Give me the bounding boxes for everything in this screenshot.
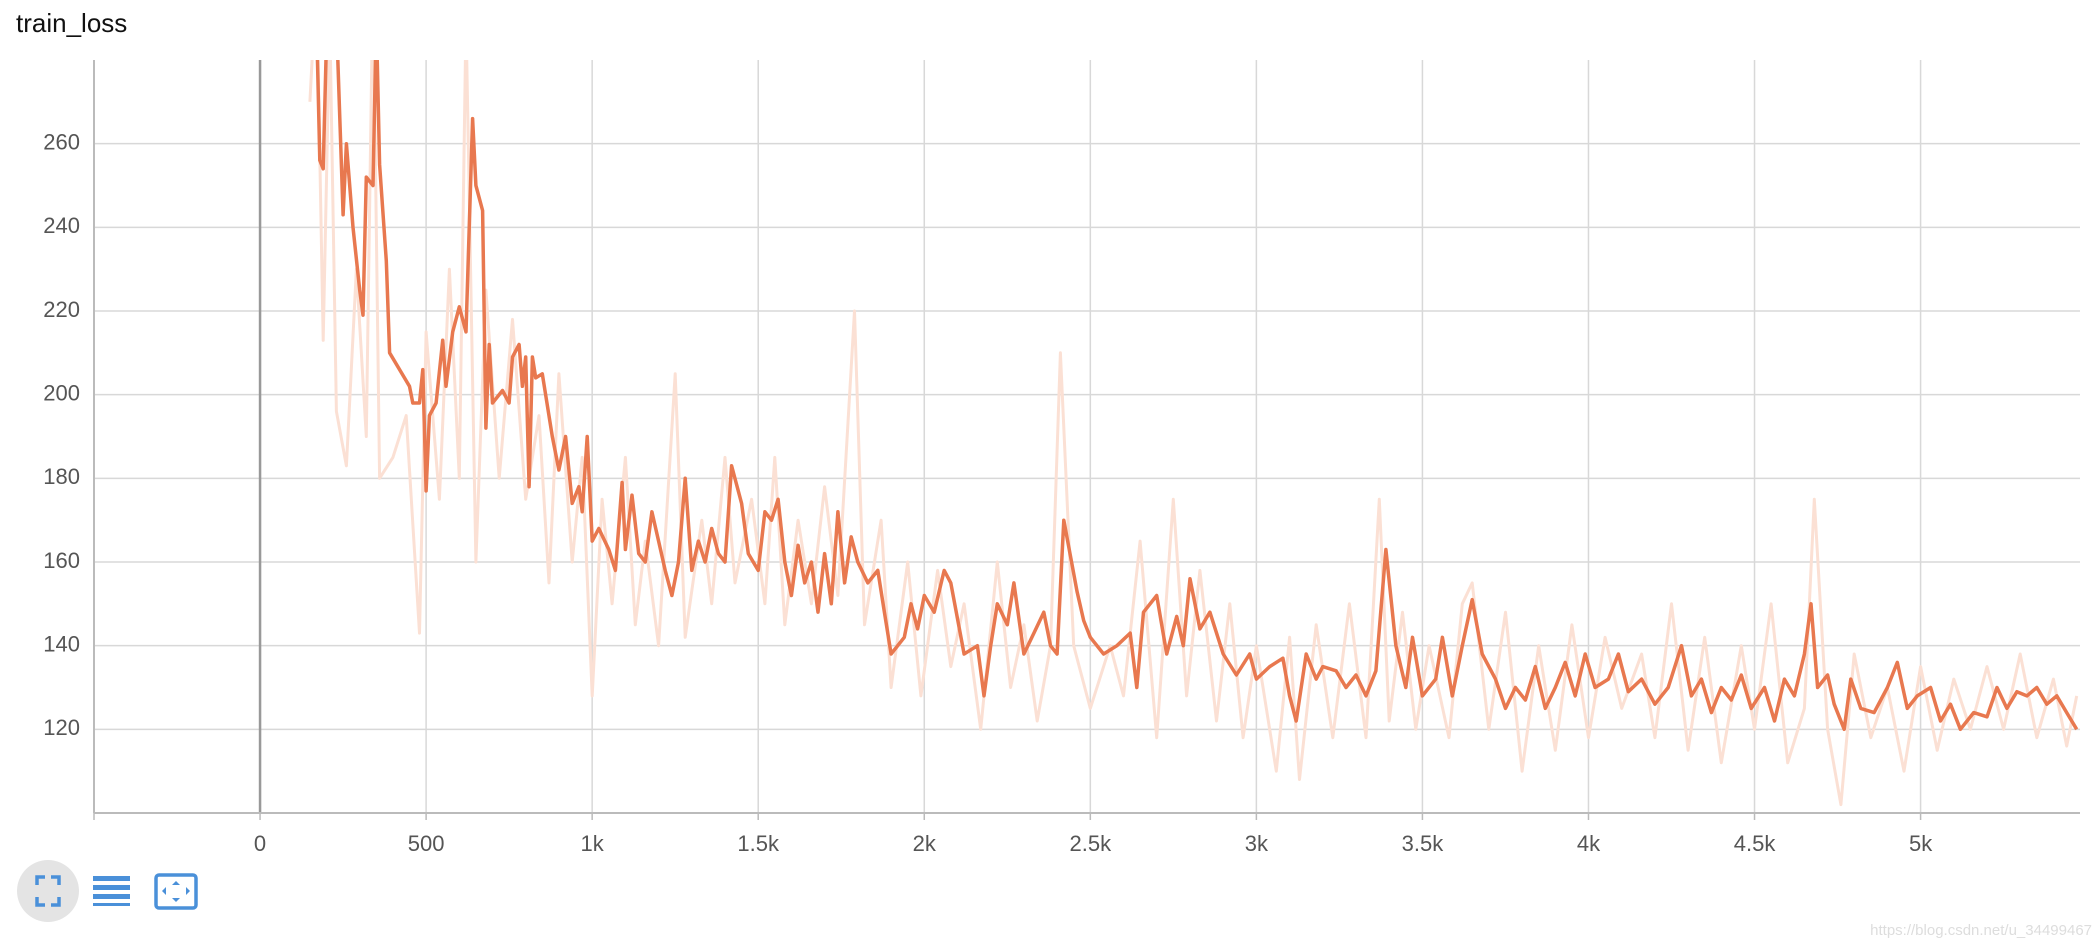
y-tick-label: 140 xyxy=(43,631,80,656)
y-tick-label: 180 xyxy=(43,464,80,489)
x-tick-label: 0 xyxy=(254,831,266,856)
icon-bar xyxy=(93,894,130,899)
icon-bar xyxy=(93,903,130,906)
y-tick-label: 120 xyxy=(43,715,80,740)
y-tick-label: 240 xyxy=(43,213,80,238)
series-line xyxy=(315,60,2079,732)
y-tick-label: 200 xyxy=(43,380,80,405)
y-tick-label: 220 xyxy=(43,297,80,322)
plot: 120 140 160 180 200 220 240 260 0 500 1k 1.5k 2k 2.5k… xyxy=(43,60,2080,856)
y-tick-label: 260 xyxy=(43,129,80,154)
fullscreen-button[interactable] xyxy=(17,860,79,922)
series-line xyxy=(308,60,2079,807)
chart-title: train_loss xyxy=(16,8,127,38)
watermark: https://blog.csdn.net/u_34499467 xyxy=(1870,922,2092,939)
x-tick-label: 5k xyxy=(1909,831,1933,856)
x-tick-label: 1k xyxy=(581,831,605,856)
x-tick-label: 2k xyxy=(913,831,937,856)
x-tick-label: 4k xyxy=(1577,831,1601,856)
fullscreen-icon xyxy=(35,875,61,907)
x-tick-label: 3.5k xyxy=(1402,831,1445,856)
toggle-log-button[interactable] xyxy=(93,876,130,906)
x-tick-label: 500 xyxy=(408,831,445,856)
icon-bar xyxy=(93,876,130,881)
icon-bar xyxy=(93,885,130,890)
fit-domain-button[interactable] xyxy=(154,873,198,910)
toolbar xyxy=(17,860,198,922)
x-tick-label: 3k xyxy=(1245,831,1269,856)
fit-arrows xyxy=(162,881,190,902)
x-tick-label: 4.5k xyxy=(1734,831,1777,856)
y-tick-label: 160 xyxy=(43,548,80,573)
x-tick-label: 1.5k xyxy=(737,831,780,856)
x-tick-label: 2.5k xyxy=(1070,831,1113,856)
fit-icon xyxy=(154,873,198,910)
